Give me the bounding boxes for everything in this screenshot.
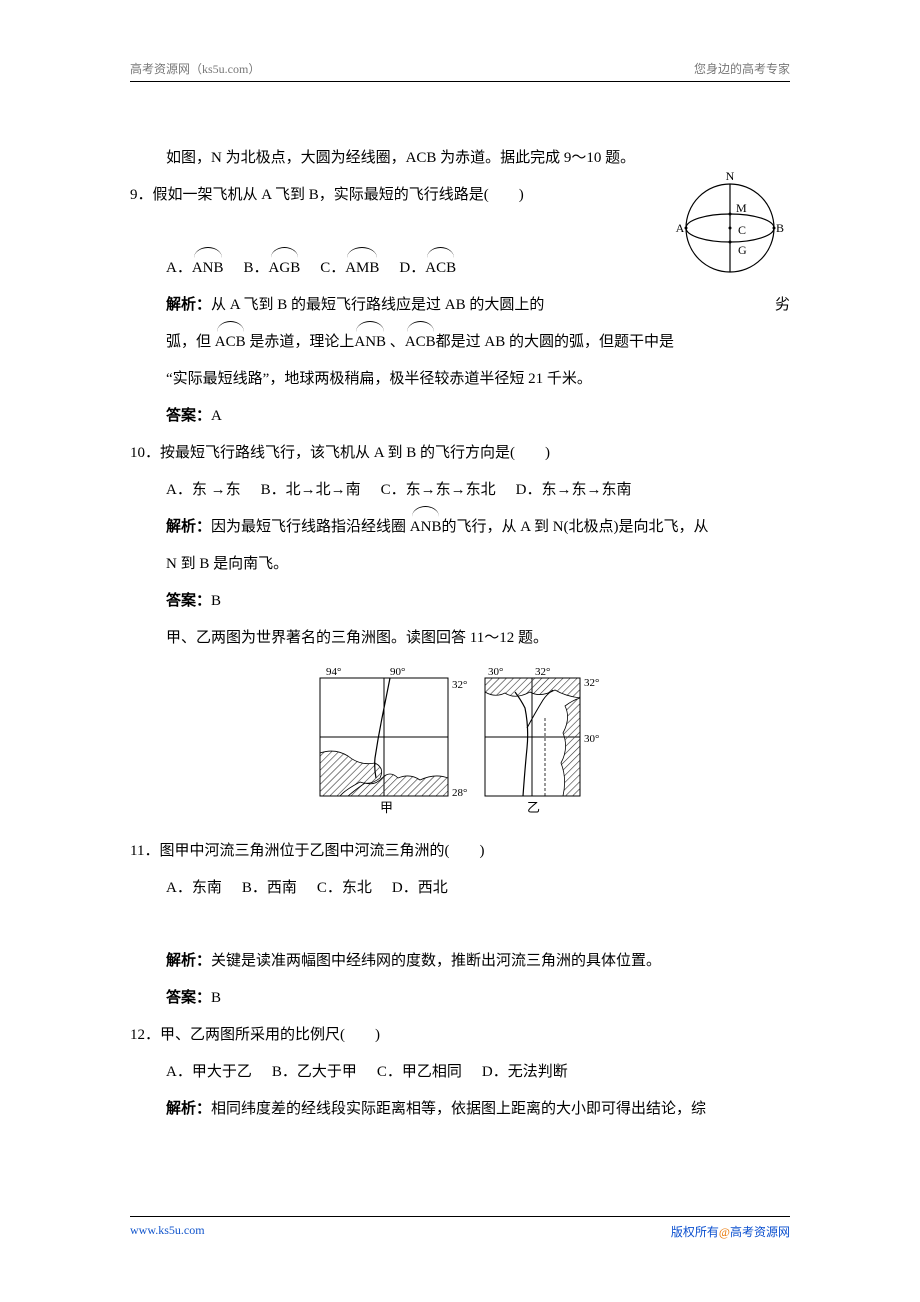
svg-text:30°: 30°: [584, 733, 599, 745]
q9-opt-b: B．AGB: [244, 252, 301, 285]
svg-text:28°: 28°: [452, 787, 467, 799]
q10-opt-c: C．东→东→东北: [381, 474, 496, 507]
q11-opt-c: C．东北: [317, 872, 372, 905]
q10-expl-2: N 到 B 是向南飞。: [130, 548, 790, 581]
q9-answer: 答案：A: [130, 400, 790, 433]
q9-opt-c: C．AMB: [320, 252, 379, 285]
q9-expl-line3: “实际最短线路”，地球两极稍扁，极半径较赤道半径短 21 千米。: [130, 363, 790, 396]
label-N: N: [726, 169, 735, 183]
q11-opt-a: A．东南: [166, 872, 222, 905]
q12-opt-d: D．无法判断: [482, 1056, 568, 1089]
expl-label: 解析：: [166, 297, 211, 313]
intro-11-12: 甲、乙两图为世界著名的三角洲图。读图回答 11～12 题。: [130, 622, 790, 655]
page-footer: www.ks5u.com 版权所有@高考资源网: [130, 1216, 790, 1240]
q9-expl-line2: 弧，但 ACB 是赤道，理论上ANB 、ACB都是过 AB 的大圆的弧，但题干中…: [130, 326, 790, 359]
svg-text:32°: 32°: [584, 677, 599, 689]
svg-text:30°: 30°: [488, 666, 503, 678]
q11-opt-b: B．西南: [242, 872, 297, 905]
label-M: M: [736, 201, 747, 215]
label-A: A: [676, 221, 685, 235]
delta-maps-figure: 94° 90° 32° 28° 甲 30° 3: [130, 663, 790, 823]
q9-opt-d: D．ACB: [399, 252, 456, 285]
label-B: B: [776, 221, 784, 235]
q12-expl: 解析：相同纬度差的经线段实际距离相等，依据图上距离的大小即可得出结论，综: [130, 1093, 790, 1126]
svg-text:90°: 90°: [390, 666, 405, 678]
q11-expl: 解析：关键是读准两幅图中经纬网的度数，推断出河流三角洲的具体位置。: [130, 945, 790, 978]
q12-stem: 12．甲、乙两图所采用的比例尺( ): [130, 1019, 790, 1052]
document-page: 高考资源网（ks5u.com） 您身边的高考专家 N M A B C G 如图，…: [0, 0, 920, 1280]
q10-expl: 解析：因为最短飞行线路指沿经线圈 ANB的飞行，从 A 到 N(北极点)是向北飞…: [130, 511, 790, 544]
header-left: 高考资源网（ks5u.com）: [130, 60, 260, 77]
q12-opt-c: C．甲乙相同: [377, 1056, 462, 1089]
q10-stem: 10．按最短飞行路线飞行，该飞机从 A 到 B 的飞行方向是( ): [130, 437, 790, 470]
q9-stem: 9．假如一架飞机从 A 飞到 B，实际最短的飞行线路是( ): [130, 179, 590, 212]
svg-text:94°: 94°: [326, 666, 341, 678]
q10-answer: 答案：B: [130, 585, 790, 618]
q9-opt-a: A．ANB: [166, 252, 224, 285]
page-header: 高考资源网（ks5u.com） 您身边的高考专家: [130, 60, 790, 82]
q9-explanation: 解析：从 A 飞到 B 的最短飞行路线应是过 AB 的大圆上的 劣: [130, 289, 790, 322]
svg-text:乙: 乙: [527, 800, 540, 815]
globe-figure: N M A B C G: [670, 166, 790, 291]
q10-opt-a: A．东 →东: [166, 474, 241, 507]
label-G: G: [738, 243, 747, 257]
footer-url: www.ks5u.com: [130, 1223, 205, 1240]
label-C: C: [738, 223, 746, 237]
q11-stem: 11．图甲中河流三角洲位于乙图中河流三角洲的( ): [130, 835, 790, 868]
svg-text:甲: 甲: [380, 800, 393, 815]
svg-text:32°: 32°: [535, 666, 550, 678]
q11-answer: 答案：B: [130, 982, 790, 1015]
q10-opt-b: B．北→北→南: [261, 474, 361, 507]
q11-opt-d: D．西北: [392, 872, 448, 905]
header-right: 您身边的高考专家: [694, 60, 790, 77]
svg-text:32°: 32°: [452, 679, 467, 691]
footer-copyright: 版权所有@高考资源网: [671, 1223, 790, 1240]
q12-opt-b: B．乙大于甲: [272, 1056, 357, 1089]
q12-options: A．甲大于乙 B．乙大于甲 C．甲乙相同 D．无法判断: [130, 1056, 790, 1089]
q10-opt-d: D．东→东→东南: [516, 474, 632, 507]
q12-opt-a: A．甲大于乙: [166, 1056, 252, 1089]
q10-options: A．东 →东 B．北→北→南 C．东→东→东北 D．东→东→东南: [130, 474, 790, 507]
q11-options: A．东南 B．西南 C．东北 D．西北: [130, 872, 790, 905]
